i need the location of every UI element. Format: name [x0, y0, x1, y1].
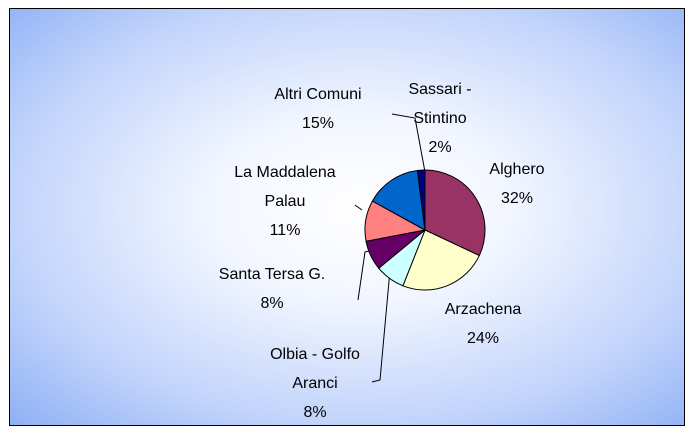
- pie-slice: [424, 169, 486, 257]
- slice-value: 11%: [269, 222, 301, 239]
- pie-slice: [402, 229, 480, 291]
- leader-line: [391, 113, 426, 173]
- slice-value: 32%: [500, 190, 534, 207]
- leader-line: [357, 249, 373, 301]
- slice-value: 8%: [260, 295, 284, 312]
- chart-area: [9, 8, 685, 426]
- slice-label: Olbia - Golfo Aranci: [270, 346, 360, 392]
- leader-line: [371, 269, 391, 383]
- slice-label: Arzachena: [444, 301, 522, 318]
- slice-label: Santa Tersa G.: [218, 266, 326, 283]
- slice-value: 15%: [301, 115, 335, 132]
- slice-label: Alghero: [489, 161, 545, 178]
- slice-label: Sassari - Stintino: [408, 81, 472, 127]
- leader-line: [354, 204, 363, 211]
- pie-slice: [416, 169, 426, 231]
- slice-value: 2%: [428, 139, 452, 156]
- slice-label: La Maddalena Palau: [234, 164, 336, 210]
- slice-label: Altri Comuni: [274, 86, 362, 103]
- slice-value: 8%: [303, 404, 327, 421]
- slice-value: 24%: [466, 330, 500, 347]
- pie-slice: [371, 169, 426, 231]
